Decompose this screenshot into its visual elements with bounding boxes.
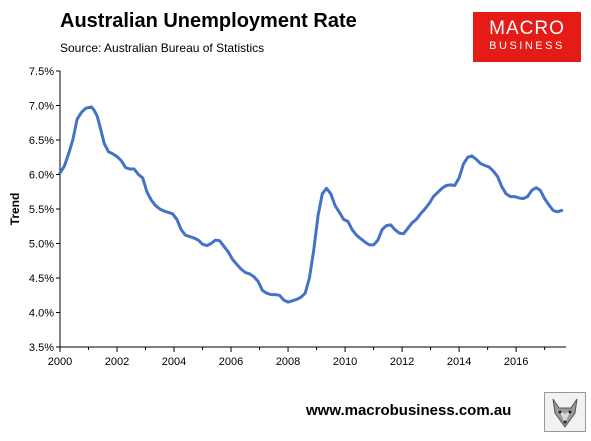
x-tick-label: 2006: [219, 356, 243, 368]
y-tick-label: 5.5%: [29, 204, 54, 216]
x-tick-label: 2010: [333, 356, 357, 368]
y-tick-label: 7.5%: [29, 66, 54, 78]
chart-series: [58, 105, 564, 304]
y-tick-label: 3.5%: [29, 342, 54, 354]
chart-source: Source: Australian Bureau of Statistics: [60, 41, 265, 55]
y-tick-label: 6.5%: [29, 135, 54, 147]
x-tick-label: 2004: [162, 356, 186, 368]
macrobusiness-logo[interactable]: MACRO BUSINESS: [473, 12, 581, 62]
y-tick-label: 4.0%: [29, 308, 54, 320]
x-tick-label: 2008: [276, 356, 300, 368]
wolf-icon: [544, 392, 586, 432]
y-tick-label: 7.0%: [29, 101, 54, 113]
y-tick-label: 4.5%: [29, 273, 54, 285]
chart-axes: 3.5% 4.0% 4.5% 5.0% 5.5% 6.0% 6.5% 7.0% 7.5% 2000…: [8, 66, 566, 368]
x-tick-label: 2016: [504, 356, 528, 368]
y-axis-label: Trend: [8, 193, 22, 226]
unemployment-trend-line: [58, 105, 564, 304]
x-tick-label: 2012: [390, 356, 414, 368]
logo-line-1: MACRO: [489, 18, 565, 39]
x-tick-label: 2000: [48, 356, 72, 368]
website-url[interactable]: www.macrobusiness.com.au: [306, 402, 512, 419]
y-tick-label: 5.0%: [29, 239, 54, 251]
y-tick-label: 6.0%: [29, 170, 54, 182]
x-tick-label: 2014: [447, 356, 471, 368]
chart-title: Australian Unemployment Rate: [60, 10, 357, 32]
logo-line-2: BUSINESS: [489, 40, 565, 52]
x-tick-label: 2002: [105, 356, 129, 368]
